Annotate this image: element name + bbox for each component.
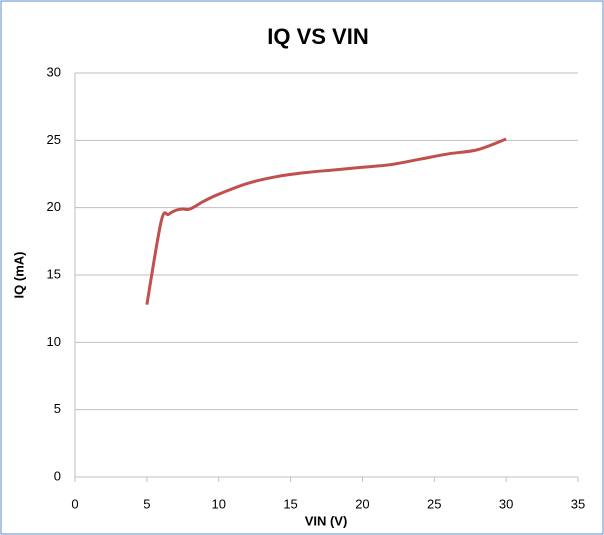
chart-title: IQ VS VIN bbox=[267, 24, 368, 49]
x-tick-label: 5 bbox=[143, 496, 150, 511]
y-tick-label: 5 bbox=[54, 401, 61, 416]
x-axis-label: VIN (V) bbox=[305, 513, 348, 528]
y-tick-label: 30 bbox=[47, 64, 61, 79]
y-tick-label: 25 bbox=[47, 132, 61, 147]
y-axis-label: IQ (mA) bbox=[11, 252, 26, 299]
data-line bbox=[145, 137, 507, 305]
y-tick-label: 10 bbox=[47, 334, 61, 349]
y-tick-label: 0 bbox=[54, 468, 61, 483]
y-tick-label: 20 bbox=[47, 199, 61, 214]
x-tick-label: 35 bbox=[571, 496, 585, 511]
x-tick-label: 20 bbox=[355, 496, 369, 511]
x-tick-label: 25 bbox=[427, 496, 441, 511]
x-tick-label: 15 bbox=[283, 496, 297, 511]
x-tick-label: 10 bbox=[211, 496, 225, 511]
y-tick-label: 15 bbox=[47, 266, 61, 281]
x-tick-label: 0 bbox=[71, 496, 78, 511]
x-tick-label: 30 bbox=[499, 496, 513, 511]
